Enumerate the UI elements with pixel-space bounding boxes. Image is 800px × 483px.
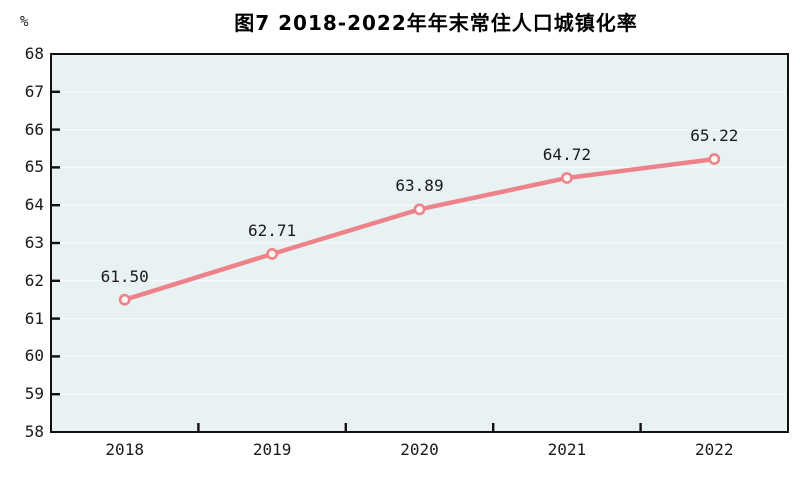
- x-axis-tick-label: 2022: [695, 440, 734, 459]
- y-axis-tick-label: 58: [24, 422, 44, 441]
- y-axis-tick-label: 66: [24, 119, 44, 139]
- y-axis-tick-label: 60: [24, 346, 44, 366]
- y-axis-tick-label: 65: [24, 157, 44, 177]
- data-point-label: 62.71: [248, 220, 297, 240]
- data-point-marker: [708, 153, 721, 165]
- data-point-marker: [561, 172, 573, 184]
- data-point-marker: [118, 293, 131, 306]
- y-axis-tick-label: 67: [24, 81, 44, 101]
- y-axis-tick-label: 62: [24, 270, 44, 290]
- x-axis-tick-label: 2019: [252, 440, 292, 459]
- y-axis-tick-label: 64: [24, 195, 44, 215]
- x-axis-tick-label: 2021: [547, 440, 587, 459]
- data-point-label: 65.22: [690, 126, 739, 146]
- data-point-label: 64.72: [542, 144, 591, 164]
- y-axis-tick-label: 63: [24, 233, 44, 252]
- y-axis-tick-label: 61: [24, 308, 44, 328]
- data-point-marker: [266, 248, 278, 260]
- chart-title: 图7 2018-2022年年末常住人口城镇化率: [234, 11, 638, 35]
- y-axis-unit-label: %: [20, 14, 29, 30]
- y-axis-tick-label: 68: [24, 44, 44, 63]
- data-point-label: 61.50: [100, 266, 149, 286]
- data-point-label: 63.89: [395, 176, 444, 196]
- data-point-marker: [413, 203, 426, 216]
- x-axis-tick-label: 2018: [105, 440, 144, 459]
- y-axis-tick-label: 59: [24, 384, 44, 404]
- x-axis-tick-label: 2020: [400, 440, 439, 459]
